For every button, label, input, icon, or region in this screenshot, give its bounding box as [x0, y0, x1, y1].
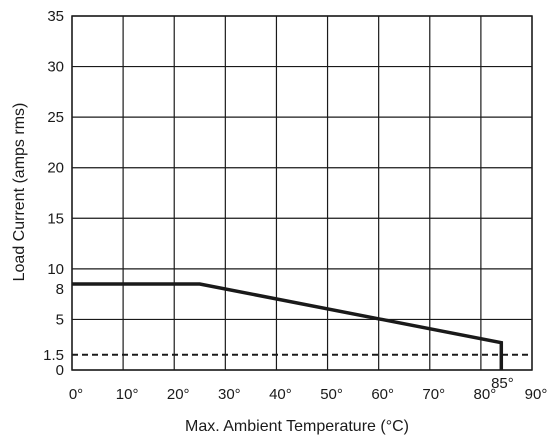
x-tick-label: 0°	[69, 386, 83, 403]
y-tick-label: 8	[56, 281, 64, 298]
derating-curve	[72, 282, 504, 370]
x-tick-label: 60°	[371, 386, 394, 403]
y-tick-label: 0	[56, 362, 64, 379]
y-tick-label: 1.5	[43, 347, 64, 364]
x-tick-label: 40°	[269, 386, 292, 403]
plot-frame	[71, 15, 533, 371]
grid-layer	[71, 15, 533, 371]
x-axis-title: Max. Ambient Temperature (°C)	[185, 418, 409, 435]
x-tick-label: 10°	[116, 386, 139, 403]
x-tick-label: 30°	[218, 386, 241, 403]
y-tick-label: 20	[47, 160, 64, 177]
y-tick-label: 25	[47, 109, 64, 126]
y-tick-label: 35	[47, 8, 64, 25]
annotation-label: 85°	[491, 375, 514, 392]
series-layer	[72, 282, 532, 370]
y-tick-label: 10	[47, 261, 64, 278]
x-tick-label: 90°	[525, 386, 548, 403]
x-tick-label: 20°	[167, 386, 190, 403]
y-tick-label: 30	[47, 59, 64, 76]
x-tick-label: 70°	[422, 386, 445, 403]
x-tick-labels: 0° 10° 20° 30° 40° 50° 60° 70° 80° 90°	[69, 386, 548, 403]
annotations: 85°	[491, 375, 514, 392]
y-tick-label: 15	[47, 210, 64, 227]
x-tick-label: 80°	[474, 386, 497, 403]
y-tick-label: 5	[56, 311, 64, 328]
y-axis-title: Load Current (amps rms)	[11, 103, 28, 282]
x-tick-label: 50°	[320, 386, 343, 403]
y-tick-labels: 01.5 5 8 10 15 20 25 30 35	[43, 8, 64, 379]
